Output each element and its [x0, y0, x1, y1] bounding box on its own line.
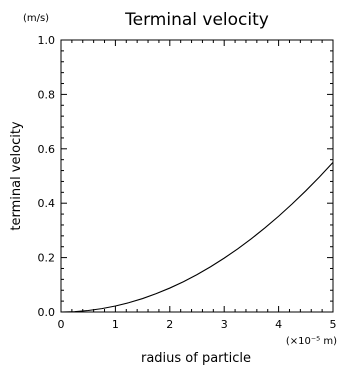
y-unit-label: (m/s)	[23, 13, 49, 24]
y-tick-label: 0.2	[38, 252, 56, 265]
chart-title: Terminal velocity	[124, 10, 269, 30]
y-tick-label: 0.4	[38, 197, 56, 210]
series-line	[60, 162, 334, 313]
x-tick-label: 2	[166, 318, 173, 331]
x-tick-label: 3	[221, 318, 228, 331]
y-tick-label: 0.6	[38, 143, 56, 156]
y-tick-label: 0.8	[38, 88, 56, 101]
series-layer	[60, 162, 334, 313]
tick-labels-layer: 0 1 2 3 4 5 0.0 0.2 0.4 0.6 0.8 1.0	[38, 34, 337, 331]
y-tick-label: 0.0	[38, 306, 56, 319]
y-axis-title: terminal velocity	[9, 121, 24, 231]
x-tick-label: 1	[112, 318, 119, 331]
x-unit-label: (×10⁻⁵ m)	[286, 336, 337, 347]
x-tick-label: 5	[330, 318, 337, 331]
y-tick-label: 1.0	[38, 34, 56, 47]
ticks-layer	[60, 39, 334, 313]
x-axis-title: radius of particle	[141, 351, 251, 366]
plot-frame	[60, 39, 334, 313]
x-tick-label: 0	[58, 318, 65, 331]
x-tick-label: 4	[275, 318, 282, 331]
